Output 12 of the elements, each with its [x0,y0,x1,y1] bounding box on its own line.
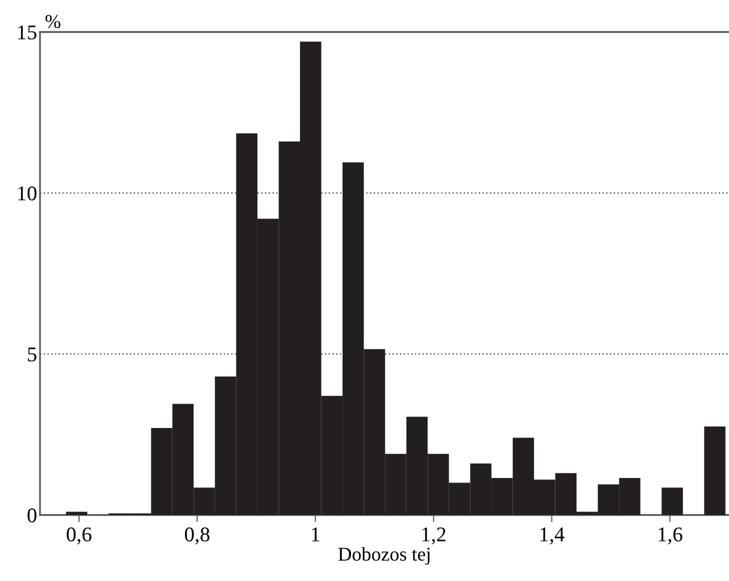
x-tick-label: 1 [312,528,320,542]
x-tick-label: 0,6 [66,527,92,544]
x-axis-title: Dobozos tej [338,547,430,565]
x-tick-label: 1,4 [540,528,564,544]
y-axis-title: % [46,14,60,28]
y-tick-label: 0 [28,508,36,522]
y-tick-label: 10 [18,186,36,200]
x-tick-label: 1,6 [658,527,682,544]
y-tick-label: 5 [28,348,36,362]
x-tick-label: 0,8 [184,527,210,544]
y-tick-label: 15 [18,25,36,40]
x-tick-label: 1,2 [422,527,446,544]
